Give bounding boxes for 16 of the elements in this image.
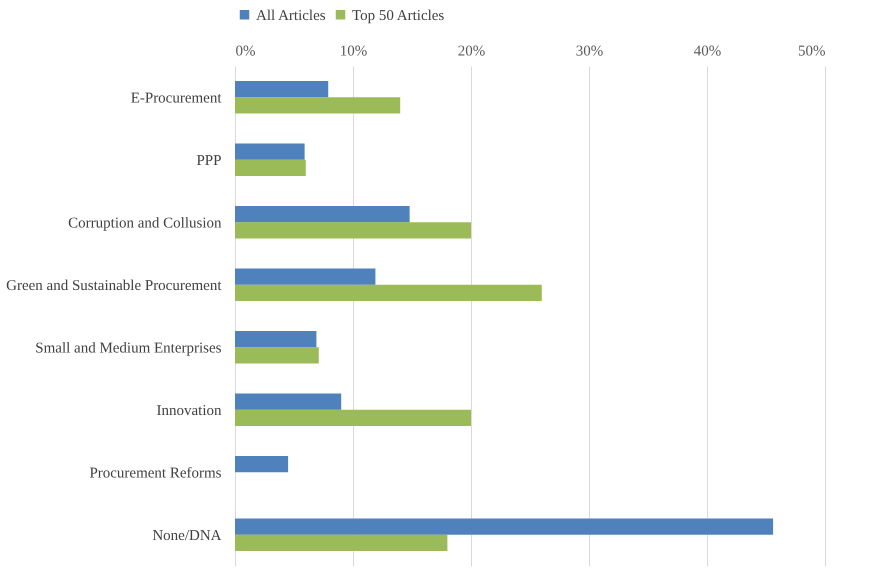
y-tick-label: Innovation [156, 402, 222, 419]
y-tick-label: None/DNA [152, 528, 222, 544]
y-tick-label: E-Procurement [130, 90, 222, 106]
y-tick-label: PPP [196, 152, 222, 169]
legend-label: All Articles [256, 8, 326, 24]
x-tick-label: 50% [798, 44, 826, 60]
legend-label: Top 50 Articles [352, 8, 444, 24]
y-tick-label: Procurement Reforms [89, 465, 222, 482]
x-tick-label: 20% [458, 44, 486, 60]
y-tick-label: Small and Medium Enterprises [35, 340, 222, 356]
y-tick-label: Green and Sustainable Procurement [6, 278, 222, 294]
x-tick-label: 0% [236, 44, 256, 60]
x-tick-label: 10% [340, 44, 368, 60]
x-tick-label: 30% [576, 44, 604, 60]
y-tick-label: Corruption and Collusion [68, 215, 222, 232]
x-tick-label: 40% [694, 44, 722, 60]
